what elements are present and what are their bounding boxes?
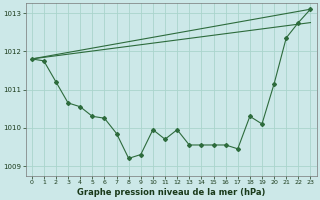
X-axis label: Graphe pression niveau de la mer (hPa): Graphe pression niveau de la mer (hPa) — [77, 188, 265, 197]
